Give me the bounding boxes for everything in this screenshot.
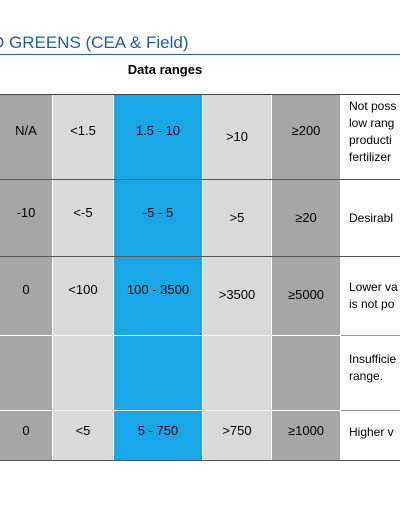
row-divider xyxy=(0,179,400,180)
cell-optimal: 100 - 3500 xyxy=(114,257,202,335)
cell-note: Insufficie range. xyxy=(341,336,400,410)
cell-optimal: -5 - 5 xyxy=(114,180,202,256)
cell-divider xyxy=(53,410,113,411)
cell-note: Lower va is not po xyxy=(341,257,400,335)
cell-na: -10 xyxy=(0,180,52,256)
cell-low: <5 xyxy=(53,411,113,460)
cell-note: Not poss low rang producti fertilizer xyxy=(341,95,400,179)
cell-note: Higher v xyxy=(341,411,400,460)
row-divider xyxy=(341,410,400,411)
cell-high: >3500 xyxy=(203,257,271,335)
cell-divider xyxy=(203,410,271,411)
title-rule xyxy=(0,54,400,55)
cell-very-high xyxy=(272,336,340,410)
table-row: Insufficie range. xyxy=(0,336,400,410)
page-title: D GREENS (CEA & Field) xyxy=(0,33,189,52)
cell-na: 0 xyxy=(0,257,52,335)
cell-low: <1.5 xyxy=(53,95,113,179)
cell-very-high: ≥5000 xyxy=(272,257,340,335)
cell-na: N/A xyxy=(0,95,52,179)
cell-high xyxy=(203,336,271,410)
cell-very-high: ≥200 xyxy=(272,95,340,179)
table-row: 0 <5 5 - 750 >750 ≥1000 Higher v xyxy=(0,411,400,460)
cell-low: <-5 xyxy=(53,180,113,256)
cell-high: >5 xyxy=(203,180,271,256)
table-header: Data ranges xyxy=(0,56,400,95)
cell-very-high: ≥1000 xyxy=(272,411,340,460)
cell-optimal: 5 - 750 xyxy=(114,411,202,460)
cell-divider xyxy=(203,335,271,336)
cell-optimal: 1.5 - 10 xyxy=(114,95,202,179)
table-row: N/A <1.5 1.5 - 10 >10 ≥200 Not poss low … xyxy=(0,95,400,179)
row-divider xyxy=(341,335,400,336)
cell-high: >750 xyxy=(203,411,271,460)
cell-low: <100 xyxy=(53,257,113,335)
table-row: -10 <-5 -5 - 5 >5 ≥20 Desirabl xyxy=(0,180,400,256)
cell-optimal xyxy=(114,336,202,410)
data-ranges-header: Data ranges xyxy=(127,62,203,77)
cell-na xyxy=(0,336,52,410)
table-row: 0 <100 100 - 3500 >3500 ≥5000 Lower va i… xyxy=(0,257,400,335)
cell-high: >10 xyxy=(203,95,271,179)
cell-low xyxy=(53,336,113,410)
table-bottom-border xyxy=(0,460,400,461)
row-divider xyxy=(0,256,400,257)
cell-na: 0 xyxy=(0,411,52,460)
cell-very-high: ≥20 xyxy=(272,180,340,256)
cell-note: Desirabl xyxy=(341,180,400,256)
cell-divider xyxy=(53,335,113,336)
